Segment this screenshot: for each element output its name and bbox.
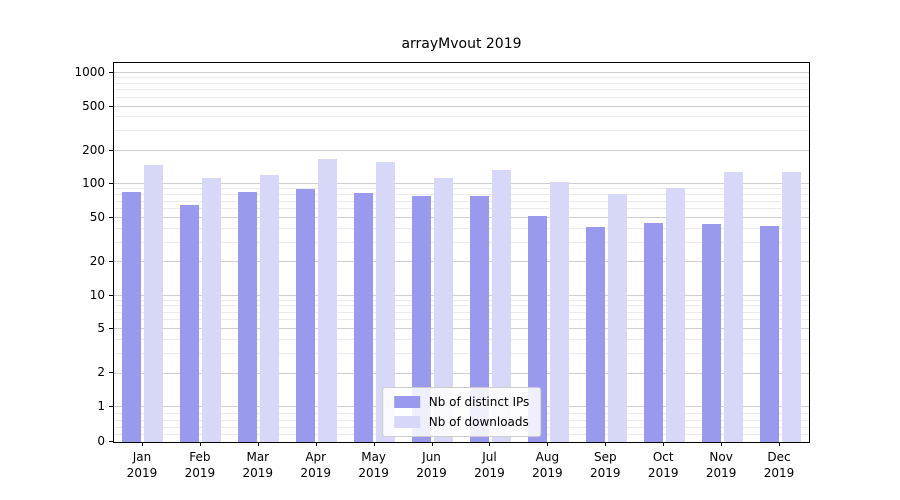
major-gridline [114, 72, 809, 73]
y-tick-label: 500 [82, 98, 105, 113]
bar-nb-of-distinct-ips-jan-2019 [122, 192, 142, 442]
minor-gridline [114, 194, 809, 196]
x-tick-label-jul-2019: Jul 2019 [474, 450, 505, 481]
y-tick-label: 50 [89, 209, 105, 224]
minor-gridline [114, 96, 809, 98]
bar-nb-of-distinct-ips-oct-2019 [643, 222, 663, 442]
legend-swatch-distinct-ips [393, 396, 420, 408]
x-tick-label-mar-2019: Mar 2019 [242, 450, 274, 481]
major-gridline [114, 294, 809, 296]
x-tick-label-dec-2019: Dec 2019 [763, 450, 795, 481]
y-tick-label: 20 [89, 254, 105, 269]
minor-gridline [114, 338, 809, 340]
minor-gridline [114, 116, 809, 118]
minor-gridline [114, 227, 809, 229]
legend-label-downloads: Nb of downloads [428, 415, 529, 429]
bar-nb-of-downloads-may-2019 [376, 162, 396, 442]
bar-nb-of-distinct-ips-mar-2019 [238, 192, 258, 442]
y-tick-label: 10 [89, 287, 105, 302]
major-gridline [114, 328, 809, 330]
y-tick-label: 100 [82, 176, 105, 191]
x-tick-label-nov-2019: Nov 2019 [705, 450, 737, 481]
minor-gridline [114, 77, 809, 79]
minor-gridline [114, 319, 809, 321]
major-gridline [114, 149, 809, 151]
y-tick-label: 1000 [74, 65, 105, 79]
major-gridline [114, 183, 809, 185]
bar-nb-of-distinct-ips-jul-2019 [469, 196, 489, 442]
bar-nb-of-downloads-jan-2019 [144, 164, 164, 442]
bar-nb-of-distinct-ips-jun-2019 [412, 196, 432, 442]
legend: Nb of distinct IPs Nb of downloads [381, 387, 542, 437]
minor-gridline [114, 208, 809, 210]
bar-nb-of-downloads-feb-2019 [202, 177, 222, 442]
bar-nb-of-distinct-ips-nov-2019 [701, 224, 721, 442]
y-tick-label: 2 [97, 365, 105, 380]
bar-nb-of-distinct-ips-sep-2019 [585, 227, 605, 442]
x-tick-label-apr-2019: Apr 2019 [300, 450, 331, 481]
bar-nb-of-downloads-jul-2019 [491, 169, 511, 442]
bars-layer [114, 63, 809, 442]
minor-gridline [114, 241, 809, 243]
plot-area: Nb of distinct IPs Nb of downloads [113, 62, 810, 443]
legend-item-distinct-ips: Nb of distinct IPs [393, 395, 530, 409]
bar-nb-of-downloads-sep-2019 [607, 193, 627, 442]
legend-item-downloads: Nb of downloads [393, 415, 530, 429]
chart-title: arrayMvout 2019 [401, 36, 522, 52]
bar-nb-of-downloads-mar-2019 [260, 174, 280, 442]
x-tick-label-feb-2019: Feb 2019 [184, 450, 216, 481]
bar-nb-of-downloads-nov-2019 [723, 171, 743, 442]
bar-nb-of-distinct-ips-apr-2019 [296, 189, 316, 442]
minor-gridline [114, 130, 809, 132]
minor-gridline [114, 299, 809, 301]
major-gridline [114, 105, 809, 107]
bar-nb-of-distinct-ips-dec-2019 [759, 226, 779, 442]
y-tick-label: 0 [97, 434, 105, 448]
x-tick-label-jan-2019: Jan 2019 [126, 450, 158, 481]
bar-nb-of-distinct-ips-aug-2019 [527, 215, 547, 442]
y-tick-label: 5 [97, 321, 105, 336]
minor-gridline [114, 82, 809, 84]
legend-label-distinct-ips: Nb of distinct IPs [428, 395, 530, 409]
legend-swatch-downloads [393, 416, 420, 428]
bar-nb-of-distinct-ips-feb-2019 [180, 205, 200, 442]
minor-gridline [114, 200, 809, 202]
bar-nb-of-downloads-apr-2019 [318, 159, 338, 442]
bar-nb-of-downloads-oct-2019 [665, 188, 685, 442]
x-tick-label-aug-2019: Aug 2019 [532, 450, 563, 481]
x-tick-label-may-2019: May 2019 [358, 450, 389, 481]
minor-gridline [114, 305, 809, 307]
bar-nb-of-downloads-jun-2019 [434, 178, 454, 442]
bar-nb-of-distinct-ips-may-2019 [354, 193, 374, 442]
bar-nb-of-downloads-aug-2019 [549, 182, 569, 442]
y-tick-label: 200 [82, 142, 105, 157]
minor-gridline [114, 89, 809, 91]
bar-nb-of-downloads-dec-2019 [781, 171, 801, 442]
minor-gridline [114, 311, 809, 313]
major-gridline [114, 261, 809, 263]
x-tick-label-jun-2019: Jun 2019 [416, 450, 447, 481]
minor-gridline [114, 352, 809, 354]
x-tick-label-oct-2019: Oct 2019 [647, 450, 679, 481]
x-tick-label-sep-2019: Sep 2019 [590, 450, 621, 481]
y-tick-label: 1 [97, 399, 105, 413]
minor-gridline [114, 188, 809, 190]
major-gridline [114, 372, 809, 374]
major-gridline [114, 216, 809, 218]
